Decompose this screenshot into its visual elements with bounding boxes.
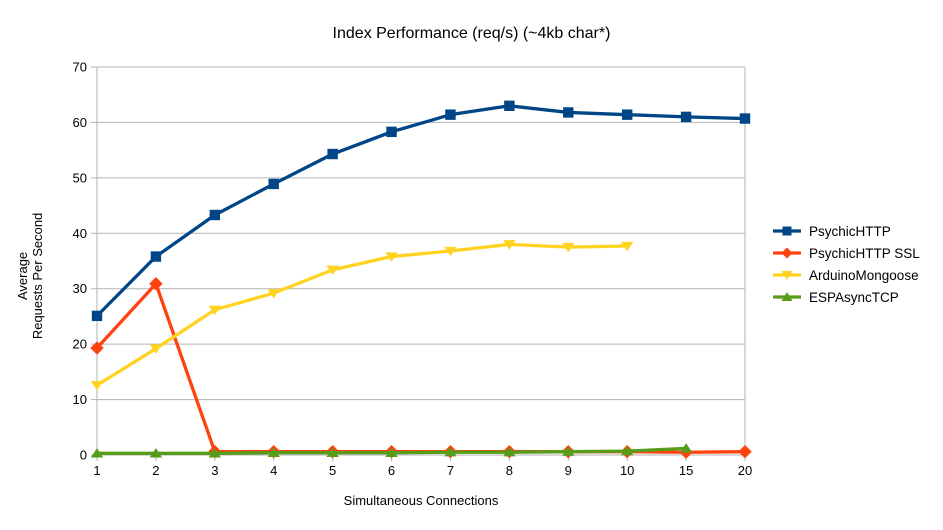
series-marker-PsychicHTTP [91, 310, 103, 322]
series-marker-PsychicHTTP [504, 100, 515, 111]
diamond-marker-icon [781, 247, 793, 259]
legend-label: PsychicHTTP [809, 223, 891, 239]
x-tick-label: 1 [93, 463, 100, 478]
psychichttp-ssl-legend-marker-icon [773, 247, 801, 259]
series-marker-ESPAsyncTCP [444, 447, 457, 457]
psychichttp-legend-marker-icon [773, 226, 801, 236]
series-marker-PsychicHTTP [386, 126, 397, 138]
x-axis-title: Simultaneous Connections [343, 493, 499, 508]
series-marker-ESPAsyncTCP [149, 448, 163, 458]
x-tick-label: 10 [620, 463, 634, 478]
series-marker-ESPAsyncTCP [503, 447, 516, 457]
series-marker-PsychicHTTP SSL [90, 341, 104, 355]
series-line-PsychicHTTP [95, 104, 746, 318]
series-marker-ESPAsyncTCP [208, 448, 222, 458]
legend: PsychicHTTP PsychicHTTP SSL ArduinoMongo… [772, 222, 920, 306]
series-marker-ESPAsyncTCP [562, 446, 575, 456]
series-marker-PsychicHTTP [209, 209, 221, 221]
legend-label: ArduinoMongoose [809, 267, 919, 283]
series-marker-ArduinoMongoose [562, 242, 575, 253]
legend-item-espasynctcp: ESPAsyncTCP [772, 288, 920, 306]
x-tick-label: 3 [211, 463, 218, 478]
y-tick-label: 60 [73, 115, 87, 130]
y-tick-label: 70 [73, 60, 87, 75]
x-tick-label: 15 [679, 463, 693, 478]
series-marker-ArduinoMongoose [444, 246, 457, 257]
series-marker-ArduinoMongoose [326, 265, 339, 276]
series-marker-ESPAsyncTCP [385, 447, 398, 457]
series-marker-PsychicHTTP [621, 109, 633, 120]
arduinomongoose-legend-marker-icon [773, 271, 801, 280]
square-marker-icon [782, 226, 792, 236]
series-marker-PsychicHTTP [739, 113, 751, 124]
x-tick-label: 5 [329, 463, 336, 478]
y-tick-label: 50 [73, 170, 87, 185]
series-marker-PsychicHTTP [150, 251, 162, 262]
series-marker-ESPAsyncTCP [90, 448, 104, 458]
legend-item-arduinomongoose: ArduinoMongoose [772, 266, 920, 284]
series-marker-PsychicHTTP [268, 178, 279, 190]
legend-item-psychichttp-ssl: PsychicHTTP SSL [772, 244, 920, 262]
legend-label: PsychicHTTP SSL [809, 245, 920, 261]
x-tick-label: 4 [270, 463, 277, 478]
series-marker-ArduinoMongoose [208, 305, 222, 315]
x-tick-label: 2 [152, 463, 159, 478]
x-tick-label: 6 [388, 463, 395, 478]
series-marker-ESPAsyncTCP [267, 447, 280, 457]
series-marker-PsychicHTTP [445, 109, 456, 120]
series-line-ArduinoMongoose [96, 242, 628, 387]
x-tick-label: 8 [506, 463, 513, 478]
x-tick-label: 20 [738, 463, 752, 478]
triangle-up-marker-icon [781, 292, 793, 301]
series-marker-ESPAsyncTCP [620, 445, 634, 456]
series-marker-PsychicHTTP SSL [738, 444, 752, 459]
series-marker-PsychicHTTP [327, 148, 338, 160]
series-marker-PsychicHTTP SSL [149, 277, 163, 291]
series-marker-PsychicHTTP [563, 107, 574, 118]
y-tick-label: 40 [73, 226, 87, 241]
series-marker-ESPAsyncTCP [679, 443, 693, 453]
series-marker-ArduinoMongoose [385, 252, 398, 262]
x-tick-label: 9 [565, 463, 572, 478]
series-marker-ArduinoMongoose [90, 380, 104, 391]
series-marker-PsychicHTTP [680, 111, 692, 123]
series-line-PsychicHTTP SSL [95, 282, 746, 454]
series-marker-ArduinoMongoose [620, 241, 634, 252]
y-tick-label: 30 [73, 281, 87, 296]
chart-title: Index Performance (req/s) (~4kb char*) [332, 25, 611, 42]
triangle-down-marker-icon [781, 271, 793, 280]
x-tick-label: 7 [447, 463, 454, 478]
series-marker-ESPAsyncTCP [326, 447, 339, 457]
espasynctcp-legend-marker-icon [773, 292, 801, 301]
y-tick-label: 0 [80, 448, 87, 463]
series-marker-ArduinoMongoose [503, 240, 516, 250]
series-marker-ArduinoMongoose [267, 288, 280, 299]
legend-item-psychichttp: PsychicHTTP [772, 222, 920, 240]
y-tick-label: 10 [73, 392, 87, 407]
y-tick-label: 20 [73, 337, 87, 352]
legend-label: ESPAsyncTCP [809, 289, 899, 305]
series-marker-ArduinoMongoose [149, 344, 163, 354]
